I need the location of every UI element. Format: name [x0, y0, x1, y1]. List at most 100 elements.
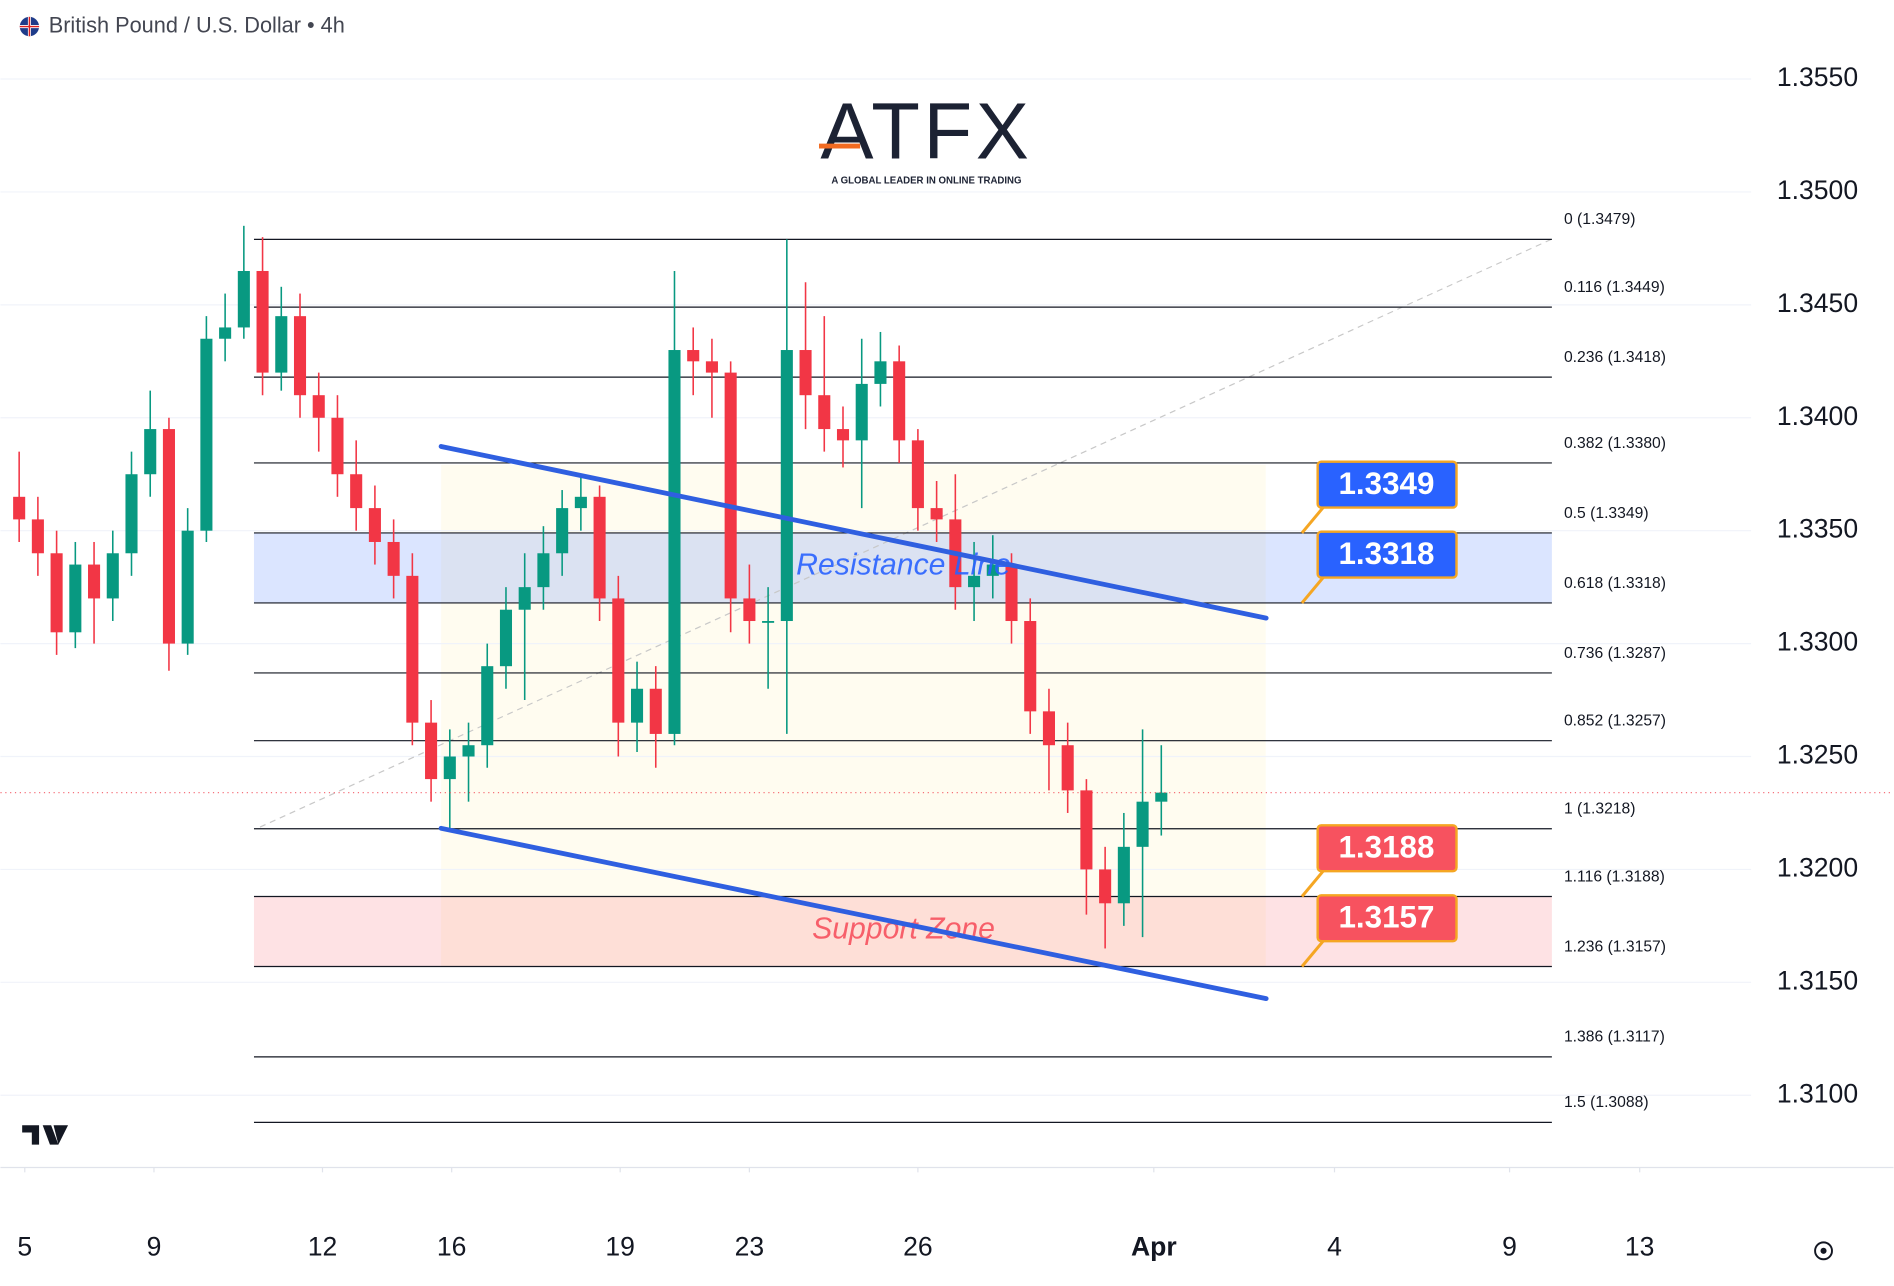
x-tick-label: 19: [605, 1231, 635, 1261]
candle-body: [256, 270, 269, 373]
y-tick-label: 1.3500: [1777, 175, 1858, 205]
x-tick-label: 16: [437, 1231, 467, 1261]
x-tick-label: Apr: [1131, 1231, 1177, 1261]
candle-body: [387, 541, 400, 576]
candle-body: [144, 429, 157, 475]
candle-body: [88, 564, 101, 599]
candle-body: [799, 350, 812, 396]
fib-levels: 0 (1.3479) 0.116 (1.3449) 0.236 (1.3418) 0.…: [253, 211, 1666, 1123]
logo-tagline: A GLOBAL LEADER IN ONLINE TRADING: [831, 176, 1021, 187]
candle-body: [50, 553, 63, 633]
candle-body: [631, 688, 644, 723]
overlay: Resistance Line Support Zone 1.3349 1.3318 1…: [0, 444, 1894, 1002]
candle-body: [69, 564, 82, 633]
price-badge-label: 1.3349: [1338, 466, 1434, 501]
price-badge: [1316, 460, 1458, 509]
fib-label: 1.5 (1.3088): [1564, 1094, 1649, 1111]
candle-body: [930, 508, 943, 520]
fib-label: 0 (1.3479): [1564, 211, 1636, 228]
fib-label: 0.116 (1.3449): [1564, 279, 1665, 296]
price-badge-label: 1.3318: [1338, 536, 1434, 571]
candle-body: [537, 553, 550, 588]
candle-body: [125, 474, 138, 554]
fib-label: 0.382 (1.3380): [1564, 435, 1666, 452]
candle-body: [818, 395, 831, 430]
price-badge: [1316, 530, 1458, 579]
price-badge-label: 1.3157: [1338, 900, 1434, 935]
fib-label: 0.236 (1.3418): [1564, 349, 1666, 366]
candle-body: [724, 372, 737, 599]
candle-body: [331, 417, 344, 475]
candle-body: [1155, 792, 1168, 802]
candle-body: [499, 609, 513, 667]
candle-body: [855, 383, 868, 441]
badge-pointer: [1300, 503, 1328, 534]
flag-cross-red: [19, 16, 40, 37]
candle-body: [1005, 564, 1018, 622]
x-tick-label: 23: [735, 1231, 765, 1261]
candle-body: [481, 666, 494, 746]
candle-body: [219, 327, 232, 339]
fib-label: 0.852 (1.3257): [1564, 713, 1666, 730]
candle-body: [237, 270, 250, 328]
candle-body: [293, 316, 307, 396]
fib-label: 0.736 (1.3287): [1564, 645, 1666, 662]
x-tick-label: 26: [903, 1231, 933, 1261]
tv-logo: [22, 1125, 69, 1145]
candle-body: [687, 350, 700, 362]
candle-body: [743, 598, 756, 622]
trendline: [438, 825, 1269, 1002]
candle-body: [13, 496, 26, 520]
y-tick-label: 1.3450: [1777, 288, 1858, 318]
fib-label: 0.5 (1.3349): [1564, 505, 1649, 522]
zone-label: Resistance Line: [796, 549, 1011, 582]
y-tick-label: 1.3550: [1777, 62, 1858, 92]
trendline: [438, 444, 1269, 621]
x-tick-label: 13: [1625, 1231, 1655, 1261]
candle-body: [1117, 846, 1130, 904]
settings-icon-dot[interactable]: [1820, 1247, 1827, 1254]
candle-body: [518, 587, 531, 610]
fib-label: 1 (1.3218): [1564, 801, 1636, 818]
y-tick-label: 1.3100: [1777, 1078, 1858, 1108]
candle-body: [406, 575, 419, 723]
price-badge: [1316, 894, 1458, 943]
candle-body: [649, 688, 662, 734]
x-tick-label: 9: [147, 1231, 162, 1261]
candles: [13, 225, 1168, 949]
candle-body: [1024, 621, 1037, 712]
candle-body: [1042, 711, 1055, 746]
candle-body: [350, 474, 363, 509]
candle-body: [986, 564, 999, 576]
settings-icon[interactable]: [1814, 1241, 1833, 1261]
x-tick-label: 5: [17, 1231, 32, 1261]
y-tick-label: 1.3250: [1777, 740, 1858, 770]
candle-body: [462, 745, 475, 757]
candle-body: [668, 350, 681, 734]
candle-body: [705, 361, 718, 373]
x-tick-label: 9: [1502, 1231, 1517, 1261]
candle-body: [1099, 869, 1112, 904]
candle-body: [312, 395, 325, 418]
candle-body: [574, 496, 587, 509]
candle-body: [612, 598, 625, 723]
grid: 1.3550 1.3500 1.3450 1.3400 1.3350 1.3300 1.32…: [0, 62, 1858, 1261]
y-tick-label: 1.3200: [1777, 852, 1858, 882]
candle-body: [762, 621, 775, 623]
candle-body: [556, 508, 569, 554]
x-tick-label: 4: [1327, 1231, 1342, 1261]
candle-body: [275, 316, 288, 373]
candle-body: [780, 350, 793, 622]
candle-body: [836, 429, 850, 441]
candle-body: [1061, 745, 1074, 791]
candle-body: [1080, 790, 1093, 870]
y-tick-label: 1.3150: [1777, 965, 1858, 995]
zone-label: Support Zone: [812, 912, 995, 945]
candle-body: [31, 519, 44, 554]
x-tick-label: 12: [308, 1231, 338, 1261]
logo: ATFX: [820, 87, 1032, 176]
candle-body: [874, 361, 887, 384]
fib-label: 1.236 (1.3157): [1564, 938, 1666, 955]
fib-label: 1.116 (1.3188): [1564, 868, 1665, 885]
